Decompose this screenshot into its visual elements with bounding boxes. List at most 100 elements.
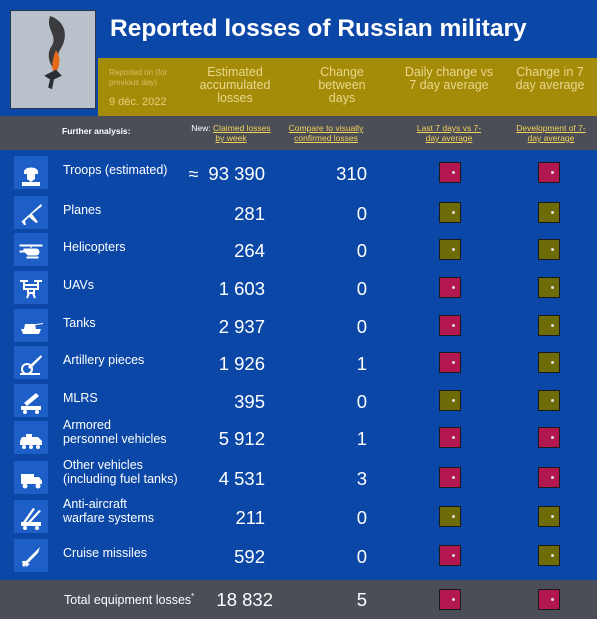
row-label: Helicopters [63, 240, 126, 254]
indicator-dot [452, 211, 455, 214]
burning-aircraft-photo [10, 10, 96, 109]
row-total: 2 937 [182, 316, 265, 338]
total-footnote-marker: * [191, 592, 195, 601]
loss-row: Anti-aircraft warfare systems 211 0 [0, 497, 597, 535]
row-daily-indicator[interactable] [439, 202, 461, 223]
row-daily-indicator[interactable] [439, 390, 461, 411]
row-avg-indicator[interactable] [538, 545, 560, 566]
col-header-daily-vs-avg: Daily change vs 7 day average [404, 65, 494, 92]
drone-icon [14, 271, 48, 304]
row-total-value: 395 [234, 391, 265, 412]
further-analysis-row [0, 116, 597, 150]
row-total: 4 531 [182, 468, 265, 490]
row-avg-indicator[interactable] [538, 390, 560, 411]
claimed-by-week-link[interactable]: Claimed losses by week [213, 123, 271, 143]
row-total: ≈93 390 [182, 163, 265, 185]
indicator-dot [452, 598, 455, 601]
row-avg-indicator[interactable] [538, 467, 560, 488]
row-daily-indicator[interactable] [439, 162, 461, 183]
loss-row: Cruise missiles 592 0 [0, 536, 597, 574]
new-prefix: New: [191, 123, 211, 133]
row-label: Armored personnel vehicles [63, 418, 167, 446]
indicator-dot [551, 436, 554, 439]
row-label: Anti-aircraft warfare systems [63, 497, 154, 525]
truck-icon [14, 461, 48, 494]
soldier-icon [14, 156, 48, 189]
anti-aircraft-icon [14, 500, 48, 533]
claimed-by-week-link-wrap: New: Claimed losses by week [186, 123, 276, 143]
last7-vs-avg-link[interactable]: Last 7 days vs 7-day average [416, 123, 482, 143]
indicator-dot [551, 211, 554, 214]
row-avg-indicator[interactable] [538, 352, 560, 373]
indicator-dot [551, 171, 554, 174]
row-change: 0 [356, 546, 367, 567]
col-header-total: Estimated accumulated losses [199, 65, 271, 105]
row-change: 0 [356, 316, 367, 337]
row-avg-indicator[interactable] [538, 506, 560, 527]
row-avg-indicator[interactable] [538, 162, 560, 183]
row-change: 0 [356, 240, 367, 261]
indicator-dot [551, 248, 554, 251]
row-total-value: 281 [234, 203, 265, 224]
total-daily-indicator[interactable] [439, 589, 461, 610]
row-daily-indicator[interactable] [439, 506, 461, 527]
loss-row: Helicopters 264 0 [0, 230, 597, 268]
indicator-dot [551, 476, 554, 479]
indicator-dot [551, 399, 554, 402]
development-avg-link[interactable]: Development of 7-day average [516, 123, 586, 143]
row-avg-indicator[interactable] [538, 315, 560, 336]
row-daily-indicator[interactable] [439, 427, 461, 448]
row-change: 3 [356, 468, 367, 489]
row-label: Cruise missiles [63, 546, 148, 560]
compare-visual-link[interactable]: Compare to visually confirmed losses [288, 123, 364, 143]
missile-icon [14, 539, 48, 572]
loss-row: Armored personnel vehicles 5 912 1 [0, 418, 597, 456]
row-avg-indicator[interactable] [538, 277, 560, 298]
row-total-value: 93 390 [208, 163, 265, 184]
row-change: 0 [356, 507, 367, 528]
row-total: 281 [182, 203, 265, 225]
row-total-value: 211 [235, 507, 266, 528]
indicator-dot [452, 554, 455, 557]
loss-row: Planes 281 0 [0, 193, 597, 231]
row-label: Troops (estimated) [63, 163, 168, 177]
row-total-value: 1 603 [218, 278, 265, 299]
row-daily-indicator[interactable] [439, 545, 461, 566]
helicopter-icon [14, 233, 48, 266]
row-daily-indicator[interactable] [439, 315, 461, 336]
row-total: 395 [182, 391, 265, 413]
row-total-value: 2 937 [218, 316, 265, 337]
row-daily-indicator[interactable] [439, 467, 461, 488]
row-label: Other vehicles (including fuel tanks) [63, 458, 178, 486]
row-avg-indicator[interactable] [538, 239, 560, 260]
total-label: Total equipment losses* [64, 592, 194, 607]
apc-icon [14, 421, 48, 454]
total-change: 5 [356, 589, 367, 610]
row-total: 1 603 [182, 278, 265, 300]
indicator-dot [551, 515, 554, 518]
row-daily-indicator[interactable] [439, 277, 461, 298]
indicator-dot [452, 324, 455, 327]
row-label: Tanks [63, 316, 96, 330]
total-avg-indicator[interactable] [538, 589, 560, 610]
loss-row: Troops (estimated) ≈93 390 310 [0, 153, 597, 191]
indicator-dot [551, 598, 554, 601]
row-avg-indicator[interactable] [538, 202, 560, 223]
row-avg-indicator[interactable] [538, 427, 560, 448]
row-change: 0 [356, 203, 367, 224]
indicator-dot [452, 361, 455, 364]
col-header-change-avg: Change in 7 day average [515, 65, 585, 92]
row-daily-indicator[interactable] [439, 352, 461, 373]
loss-row: Tanks 2 937 0 [0, 306, 597, 344]
row-daily-indicator[interactable] [439, 239, 461, 260]
loss-row: UAVs 1 603 0 [0, 268, 597, 306]
row-total-value: 264 [234, 240, 265, 261]
indicator-dot [452, 248, 455, 251]
row-total-value: 5 912 [218, 428, 265, 449]
row-label: UAVs [63, 278, 95, 292]
col-header-change: Change between days [318, 65, 366, 105]
plane-icon [14, 196, 48, 229]
row-total: 211 [182, 507, 266, 529]
reported-note: Reported on (for previous day) [109, 68, 168, 87]
row-change: 1 [356, 428, 367, 449]
